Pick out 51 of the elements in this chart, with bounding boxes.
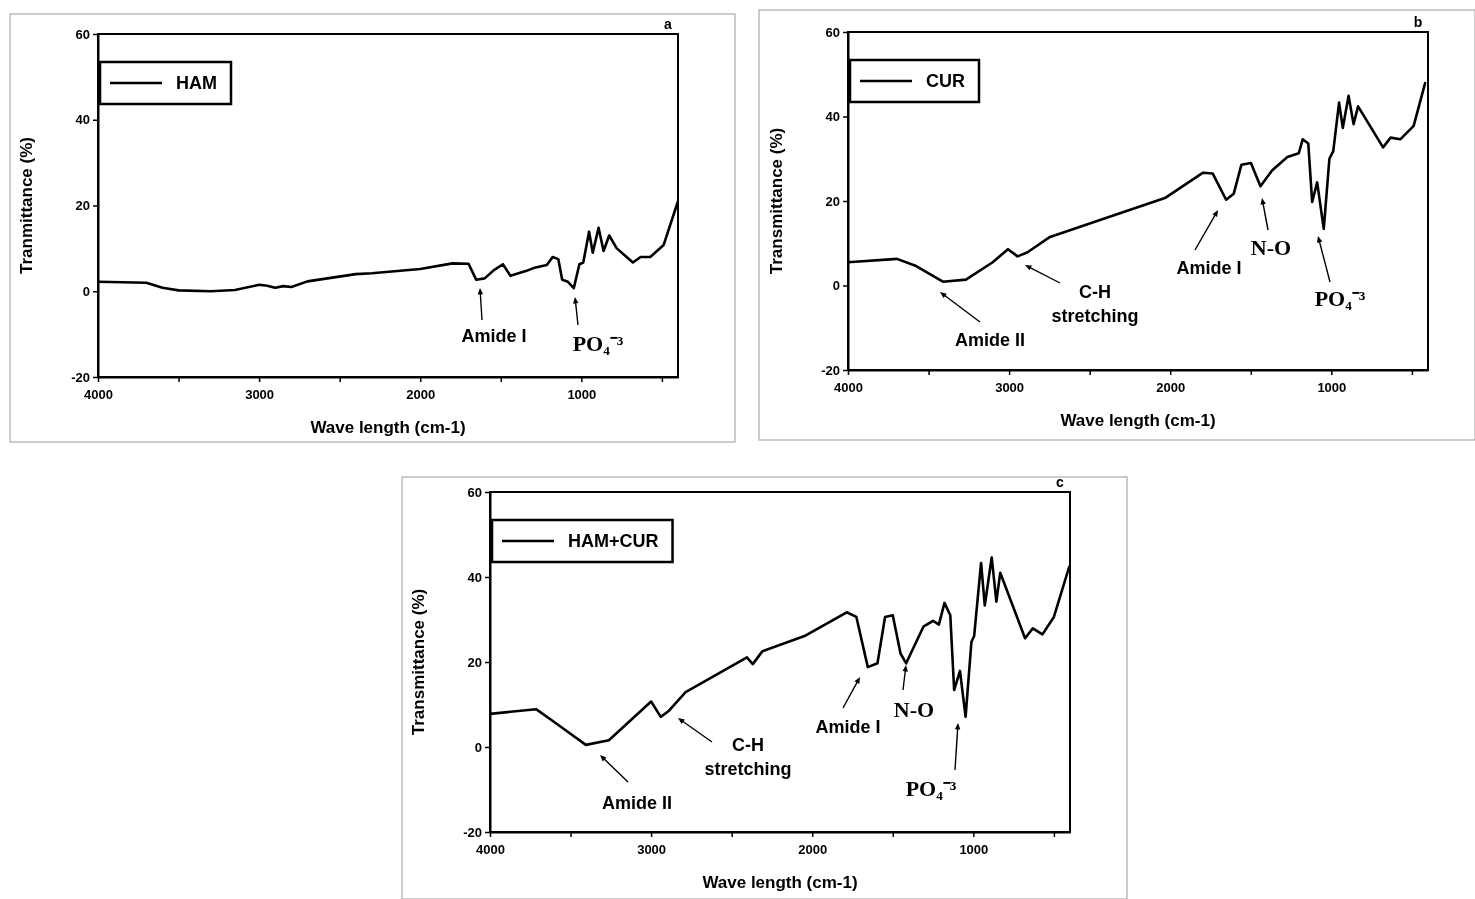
annotation: N-O	[893, 696, 935, 722]
x-tick-label: 3000	[995, 380, 1025, 396]
y-tick-label: 60	[75, 26, 90, 42]
x-tick-label: 3000	[245, 387, 275, 403]
annotation: PO₄⁻³	[905, 775, 957, 801]
y-tick-label: 40	[825, 109, 840, 125]
y-axis-title: Tranmittance (%)	[17, 137, 36, 274]
y-axis-title: Transmittance (%)	[767, 127, 786, 275]
x-axis-title: Wave length (cm-1)	[702, 873, 858, 892]
annotation: Amide I	[815, 717, 881, 738]
annotation: Amide I	[461, 326, 527, 347]
y-axis-title: Transmittance (%)	[409, 588, 428, 736]
y-tick-label: 20	[467, 654, 482, 670]
x-tick-label: 2000	[406, 387, 436, 403]
chart-title: b	[1413, 14, 1423, 30]
x-axis-title: Wave length (cm-1)	[310, 418, 466, 437]
x-axis-title: Wave length (cm-1)	[1060, 411, 1216, 430]
chart-title: a	[664, 16, 673, 32]
y-tick-label: 0	[82, 283, 90, 299]
annotation: N-O	[1250, 234, 1292, 260]
x-tick-label: 3000	[637, 842, 667, 858]
annotation: PO₄⁻³	[572, 330, 624, 356]
x-tick-label: 2000	[1156, 380, 1186, 396]
legend-label: HAM+CUR	[568, 531, 659, 552]
y-tick-label: 60	[467, 484, 482, 500]
x-tick-label: 4000	[476, 842, 505, 858]
annotation: C-H stretching	[1051, 282, 1139, 327]
legend-label: CUR	[926, 71, 965, 92]
annotation: Amide I	[1176, 258, 1242, 279]
chart-title: c	[1056, 474, 1065, 490]
y-tick-label: 20	[75, 198, 90, 214]
y-tick-label: -20	[71, 369, 90, 385]
annotation: C-H stretching	[704, 735, 792, 780]
y-tick-label: 60	[825, 24, 840, 40]
x-tick-label: 1000	[567, 387, 597, 403]
x-tick-label: 1000	[959, 842, 989, 858]
x-tick-label: 4000	[834, 380, 863, 396]
x-tick-label: 1000	[1317, 380, 1347, 396]
x-tick-label: 4000	[84, 387, 113, 403]
y-tick-label: -20	[821, 362, 840, 378]
annotation: Amide II	[601, 793, 673, 814]
annotation: PO₄⁻³	[1314, 285, 1366, 311]
annotation: Amide II	[954, 330, 1026, 351]
x-tick-label: 2000	[798, 842, 828, 858]
y-tick-label: 20	[825, 193, 840, 209]
y-tick-label: 40	[75, 112, 90, 128]
y-tick-label: -20	[463, 824, 482, 840]
y-tick-label: 40	[467, 569, 482, 585]
legend-label: HAM	[176, 73, 217, 94]
y-tick-label: 0	[832, 278, 840, 294]
y-tick-label: 0	[474, 739, 482, 755]
